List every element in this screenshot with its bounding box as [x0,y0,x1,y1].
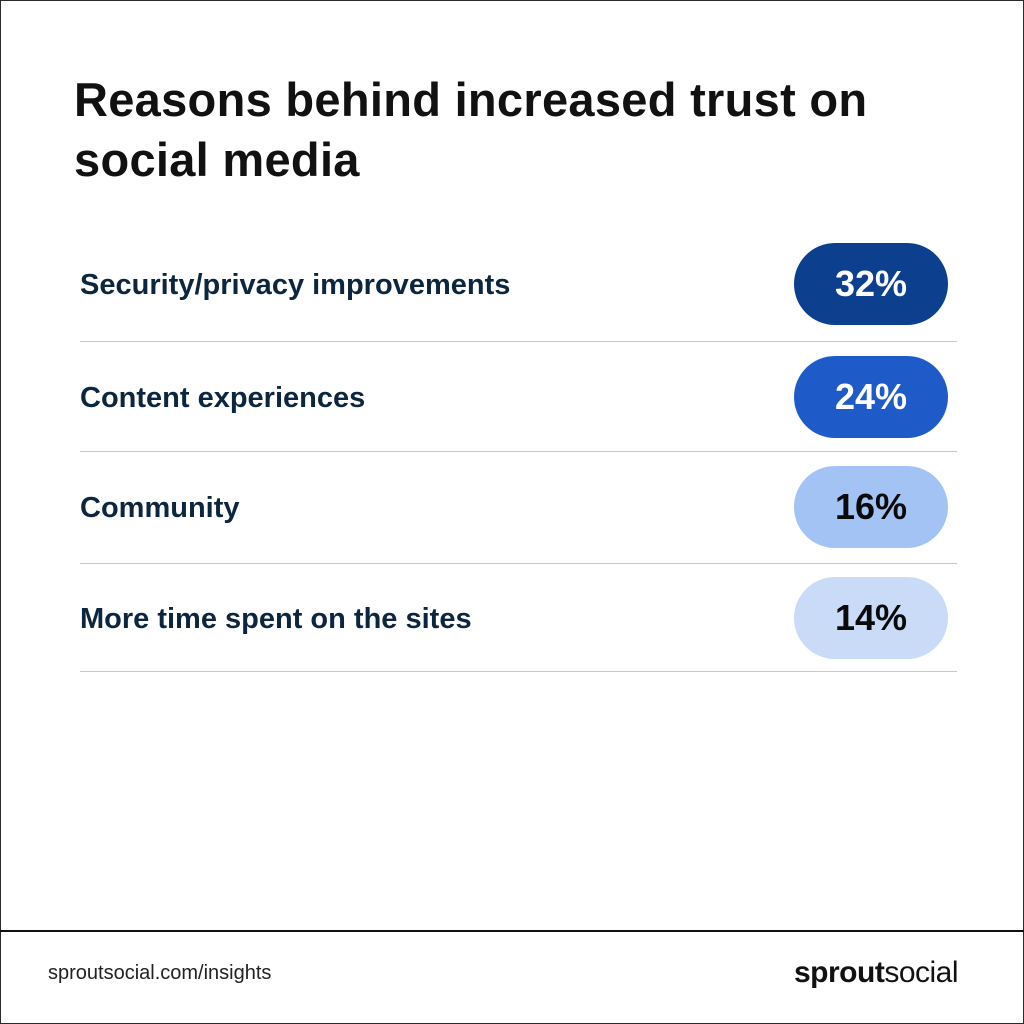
value-pill: 24% [794,356,948,438]
row-label: Security/privacy improvements [80,269,511,301]
footer-divider [0,930,1024,932]
table-row: Content experiences 24% [80,356,957,466]
logo-light: social [884,956,959,989]
footer-url: sproutsocial.com/insights [48,962,272,984]
sprout-social-logo: sproutsocial [794,956,959,990]
value-pill: 14% [794,577,948,659]
row-label: More time spent on the sites [80,603,472,635]
row-divider [80,451,957,452]
row-divider [80,341,957,342]
row-divider [80,563,957,564]
chart-title: Reasons behind increased trust on social… [74,73,868,186]
row-label: Community [80,492,240,524]
logo-bold: sprout [794,956,885,989]
table-row: More time spent on the sites 14% [80,577,957,687]
value-pill: 32% [794,243,948,325]
value-pill: 16% [794,466,948,548]
row-label: Content experiences [80,382,366,414]
row-divider [80,671,957,672]
table-row: Security/privacy improvements 32% [80,243,957,353]
table-row: Community 16% [80,466,957,576]
